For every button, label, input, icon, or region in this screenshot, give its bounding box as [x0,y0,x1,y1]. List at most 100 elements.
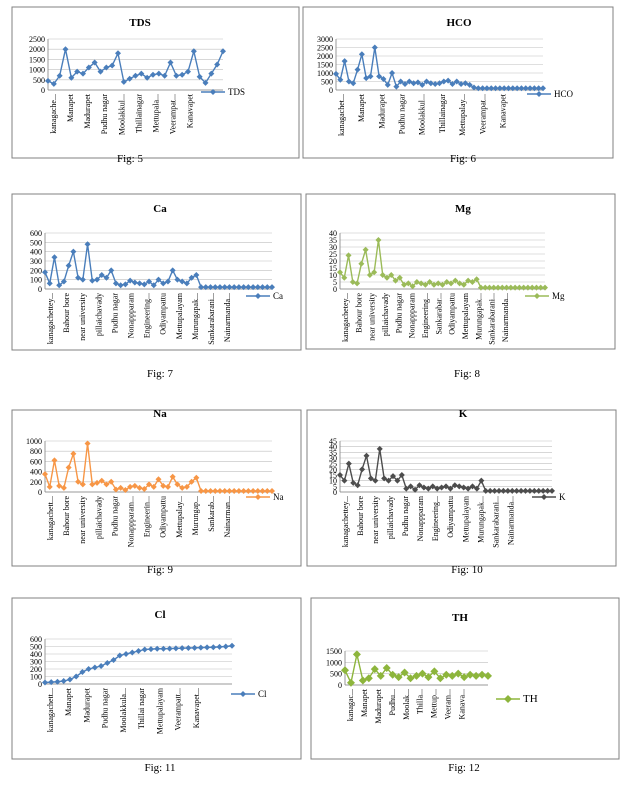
chart-panel-border [11,193,302,351]
chart-title: TH [452,612,468,624]
data-point [424,673,433,682]
legend-marker [504,695,512,703]
data-point [60,678,67,684]
x-tick-label: Sankarabarani... [488,293,497,345]
data-point [179,71,186,78]
data-point [141,646,148,653]
data-point [495,284,502,291]
data-point [103,64,110,71]
data-point [98,477,105,484]
y-tick-label: 20 [329,465,337,474]
x-tick-label: pillaichavady [381,293,390,336]
x-tick-label: kanagachett... [46,688,55,732]
data-point [540,85,546,92]
data-point [231,284,238,291]
data-point [526,487,533,494]
data-point [269,487,275,494]
data-point [91,664,98,671]
x-tick-label: near university [371,496,380,544]
data-point [425,485,432,492]
data-point [499,284,506,291]
data-point [507,284,514,291]
data-point [167,59,174,66]
data-point [509,85,516,92]
data-point [426,279,433,285]
x-tick-label: Kanavapet [186,93,195,128]
data-point [392,277,399,284]
y-tick-label: 1500 [317,61,333,70]
x-tick-label: kanagachettey... [46,293,55,344]
chart-title: Cl [155,609,166,621]
data-point [477,284,484,291]
data-point [264,487,271,494]
data-point [456,483,463,490]
data-point [423,78,430,85]
data-point [235,487,242,494]
data-point [150,282,157,289]
data-point [216,643,223,650]
data-point [486,284,493,291]
data-point [212,487,219,494]
data-point [458,81,465,88]
data-point [445,77,452,84]
x-tick-label: Madurapet [374,688,383,723]
y-tick-label: 0 [333,488,337,497]
data-point [129,649,136,656]
data-point [345,78,352,85]
x-tick-label: Sankarabarani... [491,496,500,548]
data-point [514,85,521,92]
data-point [549,487,555,494]
y-tick-label: 2000 [29,45,45,54]
y-tick-label: 1000 [29,66,45,75]
data-point [337,76,344,83]
legend-label: Na [273,492,284,502]
data-point [504,487,511,494]
data-point [117,484,124,491]
data-point [375,237,382,243]
y-tick-label: 100 [30,673,42,682]
data-point [147,646,154,653]
data-point [412,671,421,680]
x-tick-label: Moolakkula... [119,688,128,733]
data-point [56,482,63,489]
y-tick-label: 1500 [29,55,45,64]
data-point [393,83,400,90]
data-point [229,642,235,649]
data-point [337,269,343,276]
y-tick-label: 15 [329,264,337,273]
chart-title: HCO [446,17,472,29]
data-point [155,476,162,483]
legend-marker [255,293,261,299]
chart-title: K [459,408,468,420]
x-tick-label: Pudhu nagar [394,293,403,334]
data-point [210,644,217,651]
y-tick-label: 5 [333,278,337,287]
y-tick-label: 30 [329,454,337,463]
data-point [70,450,77,457]
data-point [191,644,198,651]
data-point [150,483,157,490]
legend-marker [240,691,246,697]
data-point [202,79,209,86]
y-tick-label: 400 [30,248,42,257]
y-tick-label: 25 [329,460,337,469]
data-point [406,78,413,85]
data-point [202,487,209,494]
x-tick-label: Pudhu nagar [110,293,119,334]
legend-marker [534,293,540,299]
chart-panel-border [11,597,302,760]
x-tick-label: Moolakkul... [117,94,126,135]
data-point [380,75,387,82]
data-point [196,73,203,80]
data-point [112,486,119,493]
data-point [460,484,467,491]
x-tick-label: near university [368,293,377,341]
data-point [367,73,374,80]
chart-panel-border [11,409,302,567]
data-point [136,280,143,287]
data-point [42,269,48,276]
data-point [384,81,391,88]
x-tick-label: Madurapet [83,93,92,128]
data-point [405,280,412,287]
